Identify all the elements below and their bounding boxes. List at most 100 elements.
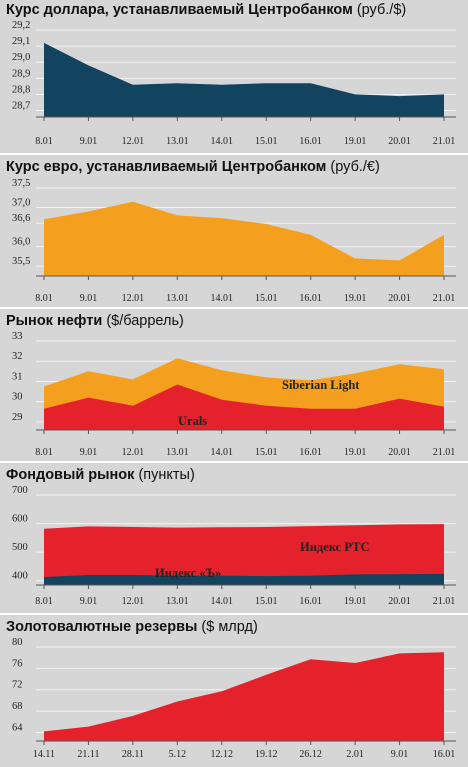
- x-tick-label: 12.01: [122, 596, 145, 607]
- x-tick-label: 16.01: [299, 136, 322, 147]
- x-tick-label: 9.01: [80, 293, 98, 304]
- x-tick-label: 9.01: [391, 749, 409, 760]
- x-tick-label: 8.01: [35, 293, 53, 304]
- chart-title: Золотовалютные резервы: [6, 619, 198, 635]
- x-tick-label: 15.01: [255, 136, 278, 147]
- y-tick-label: 28,7: [12, 101, 30, 112]
- y-tick-label: 28,9: [12, 68, 30, 79]
- y-tick-label: 36,6: [12, 213, 30, 224]
- x-tick-label: 20.01: [388, 596, 411, 607]
- series-label: Индекс «Ъ»: [155, 566, 221, 580]
- x-tick-label: 8.01: [35, 447, 53, 458]
- eur-rate-chart: 37,5 37,0 36,6 36,0 35,5 8.01 9.01 12.01 13.01 14…: [12, 178, 456, 304]
- chart-title: Фондовый рынок: [6, 467, 135, 483]
- x-tick-label: 9.01: [80, 447, 98, 458]
- chart-title: Рынок нефти: [6, 313, 103, 329]
- series-label: Siberian Light: [282, 378, 360, 392]
- area-series: [44, 42, 444, 117]
- separator: [0, 461, 468, 463]
- x-tick-label: 14.01: [211, 447, 234, 458]
- usd-rate-chart: 29,2 29,1 29,0 28,9 28,8 28,7 8.01 9.01 12.01 13.…: [12, 20, 456, 147]
- chart-title: Курс доллара, устанавливаемый Центробанк…: [6, 2, 353, 18]
- x-tick-label: 19.01: [344, 447, 367, 458]
- x-tick-label: 15.01: [255, 293, 278, 304]
- x-tick-label: 19.01: [344, 596, 367, 607]
- chart-unit: ($ млрд): [201, 619, 258, 635]
- panel-usd: Курс доллара, устанавливаемый Центробанк…: [0, 0, 468, 152]
- x-tick-label: 21.01: [433, 293, 456, 304]
- x-tick-label: 16.01: [433, 749, 456, 760]
- y-tick-label: 29,0: [12, 52, 30, 63]
- x-tick-label: 12.01: [122, 293, 145, 304]
- x-tick-label: 20.01: [388, 293, 411, 304]
- x-tick-label: 15.01: [255, 447, 278, 458]
- x-tick-label: 19.12: [255, 749, 278, 760]
- series-label: Urals: [178, 414, 207, 428]
- panel-stocks: Фондовый рынок (пункты) 700 600 500 400 8.01…: [0, 465, 468, 613]
- y-tick-label: 80: [12, 637, 23, 648]
- y-tick-label: 37,0: [12, 198, 30, 209]
- series-label: Индекс РТС: [300, 540, 370, 554]
- x-tick-label: 20.01: [388, 447, 411, 458]
- x-tick-label: 28.11: [122, 749, 144, 760]
- y-tick-label: 30: [12, 392, 23, 403]
- x-tick-label: 16.01: [299, 596, 322, 607]
- separator: [0, 153, 468, 155]
- x-tick-label: 12.01: [122, 447, 145, 458]
- x-tick-label: 2.01: [346, 749, 364, 760]
- chart-unit: ($/баррель): [106, 313, 184, 329]
- panel-reserves: Золотовалютные резервы ($ млрд) 80 76 72 68…: [0, 617, 468, 762]
- y-tick-label: 76: [12, 658, 23, 669]
- y-tick-label: 33: [12, 331, 23, 342]
- y-tick-label: 500: [12, 542, 28, 553]
- y-tick-label: 31: [12, 371, 23, 382]
- x-tick-label: 12.12: [211, 749, 234, 760]
- x-tick-label: 19.01: [344, 136, 367, 147]
- x-tick-label: 8.01: [35, 136, 53, 147]
- y-tick-label: 29: [12, 412, 23, 423]
- area-series: [44, 384, 444, 430]
- panel-title: Золотовалютные резервы ($ млрд): [6, 619, 258, 635]
- chart-unit: (пункты): [138, 467, 195, 483]
- x-tick-label: 12.01: [122, 136, 145, 147]
- x-tick-label: 13.01: [166, 293, 189, 304]
- x-tick-label: 21.01: [433, 447, 456, 458]
- y-tick-label: 72: [12, 680, 23, 691]
- x-tick-label: 5.12: [169, 749, 187, 760]
- panel-title: Рынок нефти ($/баррель): [6, 313, 184, 329]
- y-tick-label: 700: [12, 485, 28, 496]
- x-tick-label: 14.01: [211, 136, 234, 147]
- oil-market-chart: 33 32 31 30 29 8.01 9.01 12.01 13.01 14.01 15.01 16…: [12, 331, 456, 458]
- x-tick-label: 20.01: [388, 136, 411, 147]
- separator: [0, 613, 468, 615]
- y-tick-label: 32: [12, 351, 23, 362]
- separator: [0, 307, 468, 309]
- chart-unit: (руб./$): [356, 2, 407, 18]
- area-series: [44, 201, 444, 276]
- y-tick-label: 28,8: [12, 84, 30, 95]
- panel-eur: Курс евро, устанавливаемый Центробанком …: [0, 157, 468, 307]
- x-tick-label: 13.01: [166, 447, 189, 458]
- panel-title: Курс доллара, устанавливаемый Центробанк…: [6, 2, 406, 18]
- area-series: [44, 652, 444, 741]
- stock-market-chart: 700 600 500 400 8.01 9.01 12.01 13.01 14.01 15.01…: [12, 485, 456, 607]
- chart-title: Курс евро, устанавливаемый Центробанком: [6, 159, 327, 175]
- x-tick-label: 13.01: [166, 596, 189, 607]
- area-series: [44, 524, 444, 585]
- y-tick-label: 68: [12, 701, 23, 712]
- x-tick-label: 26.12: [299, 749, 322, 760]
- reserves-chart: 80 76 72 68 64 14.11 21.11 28.11 5.12 12.12 19.12 2…: [12, 637, 456, 760]
- panel-oil: Рынок нефти ($/баррель) 33 32 31 30 29 8.01 9.…: [0, 311, 468, 461]
- x-tick-label: 9.01: [80, 136, 98, 147]
- x-tick-label: 16.01: [299, 447, 322, 458]
- x-tick-label: 21.01: [433, 596, 456, 607]
- x-tick-label: 19.01: [344, 293, 367, 304]
- x-tick-label: 16.01: [299, 293, 322, 304]
- x-tick-label: 15.01: [255, 596, 278, 607]
- x-tick-label: 14.11: [33, 749, 55, 760]
- chart-unit: (руб./€): [330, 159, 380, 175]
- y-tick-label: 600: [12, 514, 28, 525]
- y-tick-label: 37,5: [12, 178, 30, 189]
- y-tick-label: 29,2: [12, 20, 30, 31]
- panel-title: Фондовый рынок (пункты): [6, 467, 195, 483]
